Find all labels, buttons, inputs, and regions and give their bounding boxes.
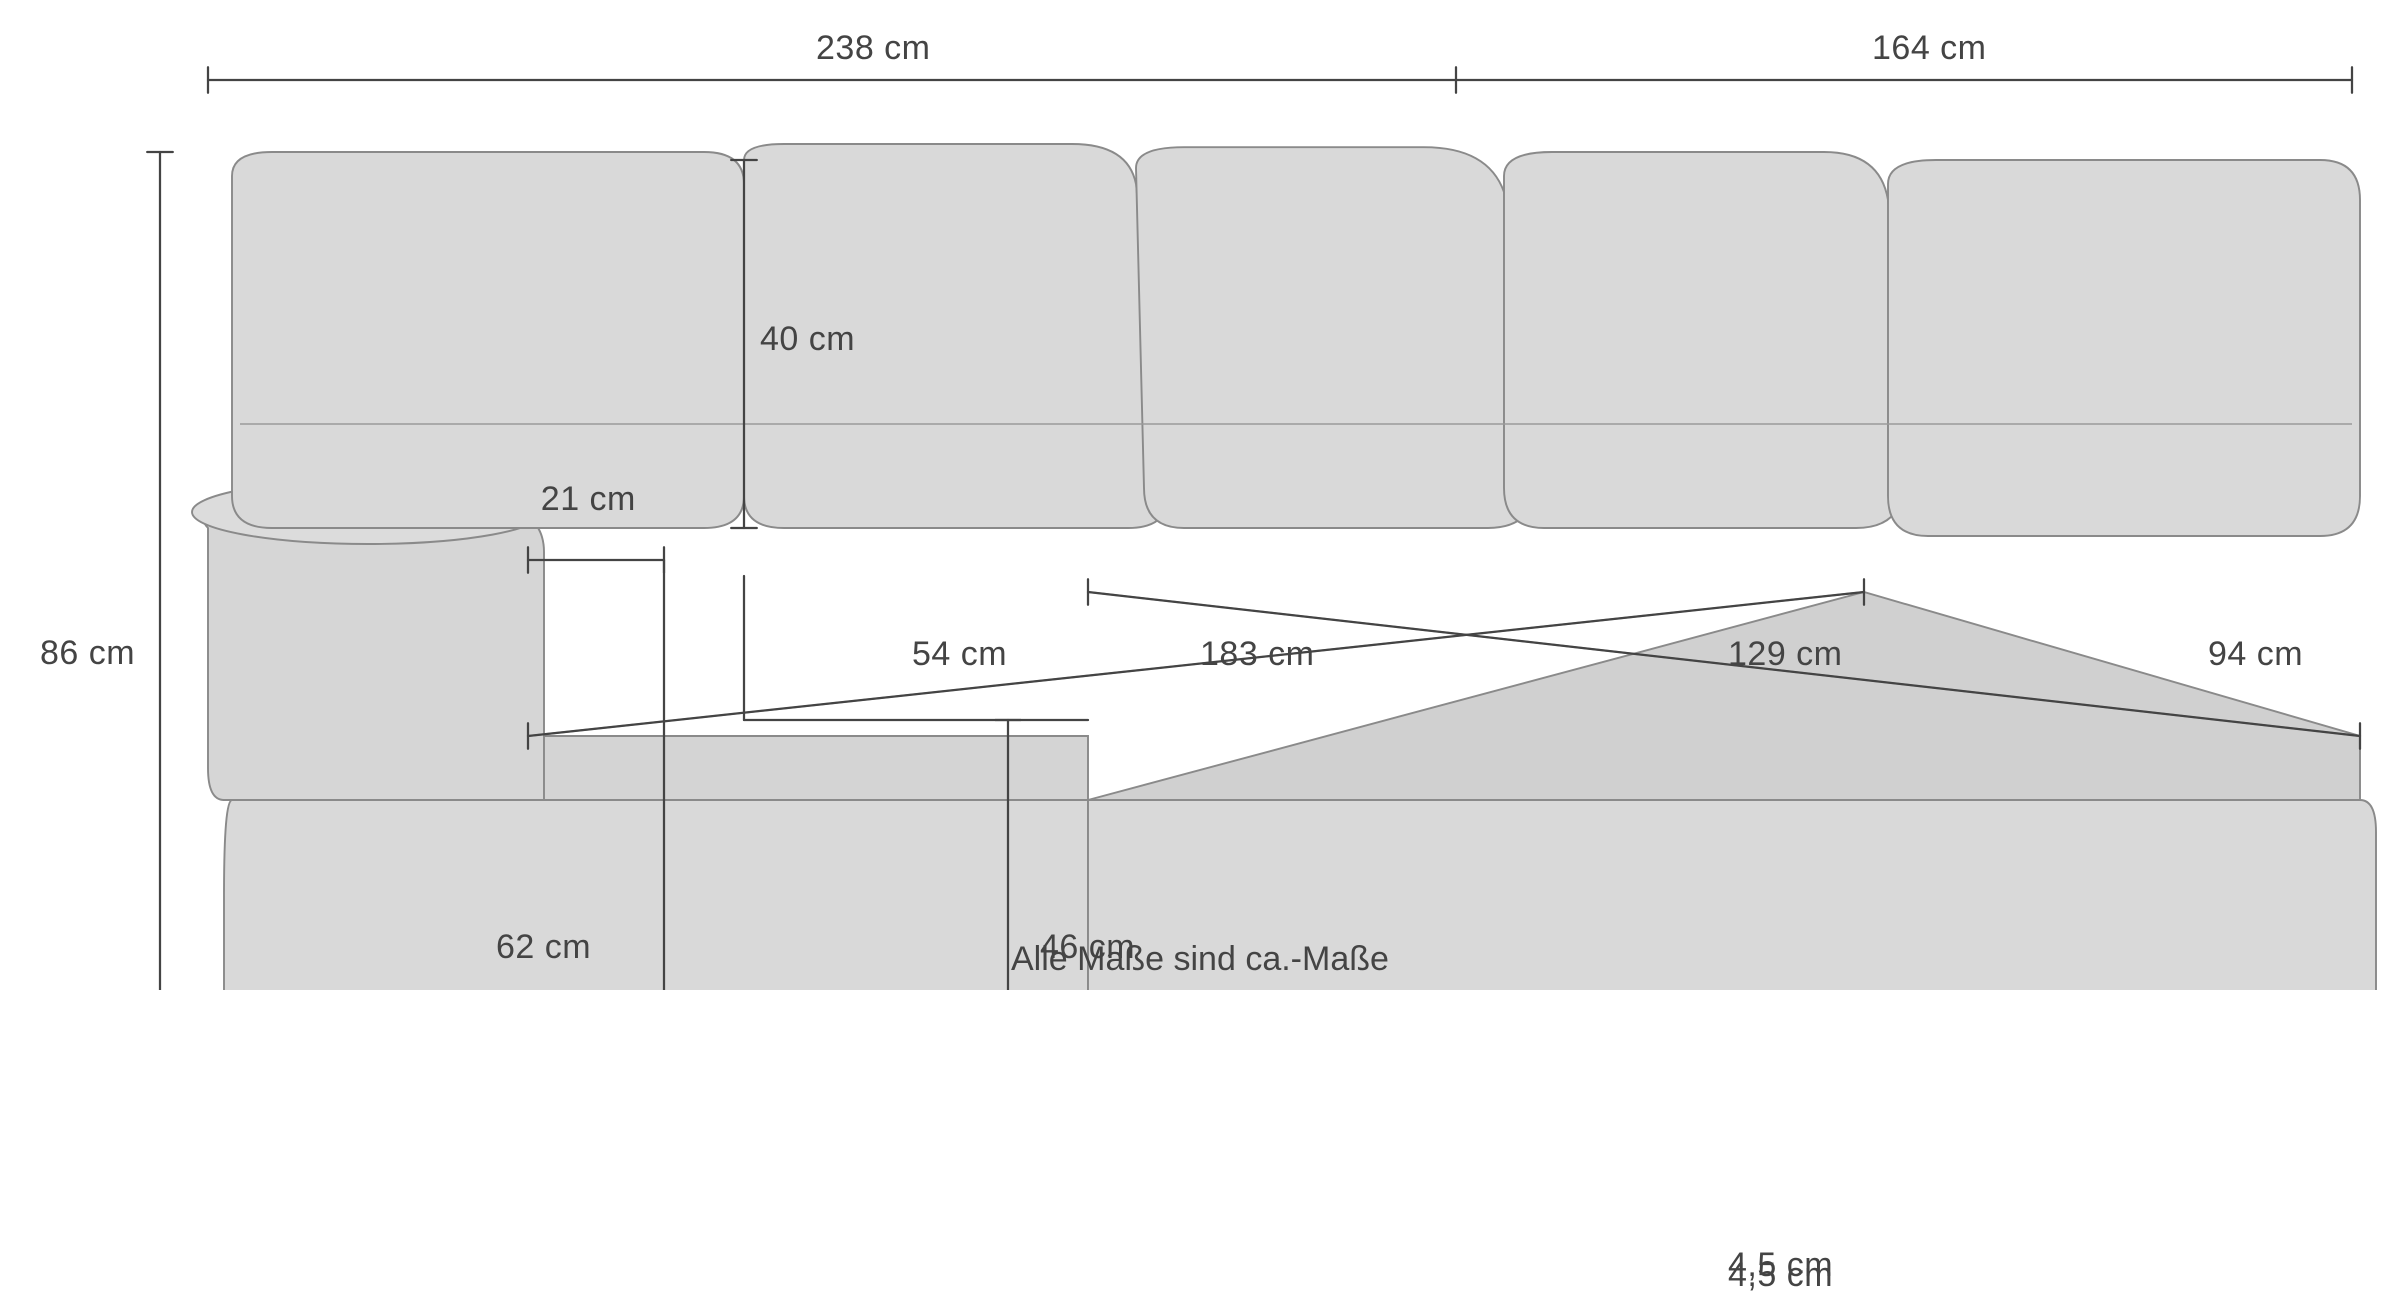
- dim-seat-depth: 54 cm: [912, 635, 1007, 674]
- caption-text: Alle Maße sind ca.-Maße: [1011, 940, 1389, 979]
- dim-backrest-height: 40 cm: [760, 320, 855, 359]
- dim-armrest-height: 62 cm: [496, 928, 591, 967]
- dim-armrest-width: 21 cm: [541, 480, 636, 519]
- dim-seat-long: 183 cm: [1200, 635, 1315, 674]
- sofa-svg: [0, 0, 2400, 990]
- dim-chaise-depth: 164 cm: [1872, 29, 1987, 68]
- dim-chaise-front: 94 cm: [2208, 635, 2303, 674]
- sofa-dimension-diagram: { "canvas": {"width":2400,"height":990,"…: [0, 0, 2400, 990]
- dim-overall-height: 86 cm: [40, 634, 135, 673]
- dim-foot-height-label: 4,5 cm: [1728, 1256, 1833, 1295]
- dim-seat-chaise: 129 cm: [1728, 635, 1843, 674]
- dim-overall-width: 238 cm: [816, 29, 931, 68]
